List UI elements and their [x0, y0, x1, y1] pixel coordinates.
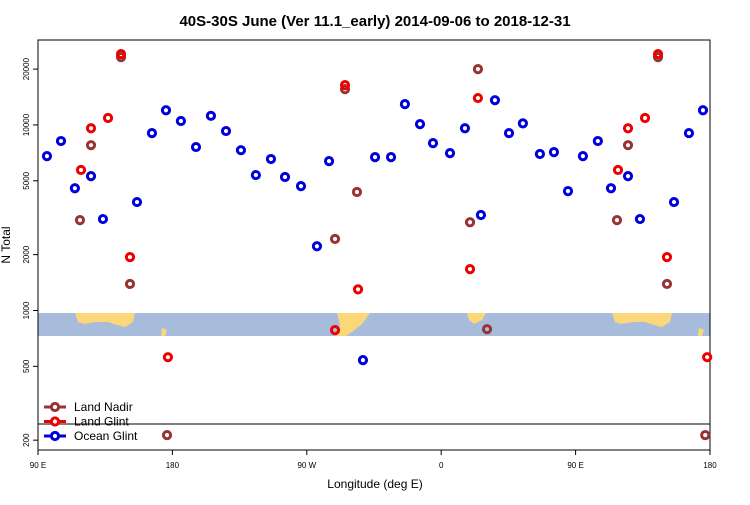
point: [605, 183, 617, 194]
point: [146, 127, 158, 139]
legend-label: Ocean Glint: [74, 429, 138, 443]
point: [323, 156, 335, 167]
y-tick-label: 200: [22, 433, 31, 447]
point: [85, 171, 97, 182]
point: [74, 215, 86, 226]
point: [41, 151, 53, 162]
point: [700, 429, 711, 441]
point: [702, 352, 713, 363]
point: [329, 324, 341, 336]
x-tick-label: 0: [439, 461, 444, 470]
point: [97, 213, 109, 225]
point: [160, 105, 172, 116]
point: [668, 196, 680, 208]
point: [634, 213, 646, 225]
x-tick-label: 180: [166, 461, 180, 470]
point: [75, 164, 87, 176]
point: [279, 171, 291, 183]
y-axis-title: N Total: [0, 226, 13, 263]
point: [220, 125, 232, 137]
point: [472, 92, 484, 104]
chart-title: 40S-30S June (Ver 11.1_early) 2014-09-06…: [179, 13, 570, 30]
point: [472, 64, 484, 75]
x-tick-label: 90 E: [567, 461, 583, 470]
point: [235, 145, 247, 156]
x-tick-label: 90 E: [30, 461, 46, 470]
point: [622, 123, 634, 134]
point: [69, 183, 80, 194]
y-tick-label: 20000: [22, 57, 31, 80]
point: [205, 110, 217, 121]
y-tick-label: 10000: [22, 113, 31, 136]
point: [369, 151, 381, 163]
y-tick-label: 500: [22, 359, 31, 373]
point: [399, 99, 411, 110]
point: [683, 127, 695, 139]
point: [562, 185, 574, 197]
point: [622, 140, 634, 151]
point: [661, 251, 673, 263]
x-tick-label: 180: [703, 461, 717, 470]
point: [385, 151, 397, 163]
point: [162, 352, 174, 363]
point: [592, 135, 603, 147]
point: [534, 148, 546, 160]
y-tick-label: 1000: [22, 301, 31, 319]
point: [339, 79, 351, 91]
point: [661, 278, 673, 290]
y-tick-label: 5000: [22, 171, 31, 189]
point: [577, 151, 589, 162]
point: [357, 355, 369, 366]
legend-marker: [49, 430, 61, 442]
point: [351, 186, 363, 198]
point: [329, 233, 341, 245]
point: [414, 119, 426, 130]
map-ocean: [38, 313, 710, 336]
point: [124, 278, 136, 290]
point: [517, 118, 528, 129]
point: [265, 153, 277, 165]
point: [459, 123, 471, 134]
point: [697, 105, 709, 116]
point: [55, 135, 67, 147]
point: [175, 115, 187, 127]
point: [85, 140, 97, 151]
legend-marker: [49, 416, 61, 427]
point: [444, 148, 456, 159]
point: [622, 171, 634, 182]
point: [124, 251, 136, 263]
legend-label: Land Glint: [74, 415, 129, 429]
legend-marker: [49, 401, 61, 413]
point: [639, 112, 651, 124]
x-tick-label: 90 W: [297, 461, 316, 470]
point: [464, 264, 476, 275]
point: [652, 48, 664, 60]
point: [115, 48, 127, 60]
point: [475, 209, 487, 221]
point: [503, 127, 515, 139]
x-axis-title: Longitude (deg E): [327, 477, 422, 491]
point: [295, 181, 307, 192]
point: [85, 123, 97, 134]
point: [161, 429, 173, 441]
point: [481, 324, 493, 335]
point: [190, 141, 202, 153]
y-tick-label: 2000: [22, 245, 31, 263]
point: [427, 138, 439, 149]
legend-label: Land Nadir: [74, 400, 133, 414]
point: [548, 146, 560, 158]
point: [102, 112, 114, 124]
point: [250, 169, 261, 181]
point: [339, 84, 351, 95]
point: [489, 95, 501, 106]
point: [611, 215, 623, 226]
point: [464, 217, 476, 228]
point: [311, 241, 323, 252]
point: [612, 164, 624, 176]
point: [352, 284, 364, 295]
map-land: [75, 313, 704, 336]
plot-frame: [37, 39, 711, 451]
point: [131, 196, 143, 208]
